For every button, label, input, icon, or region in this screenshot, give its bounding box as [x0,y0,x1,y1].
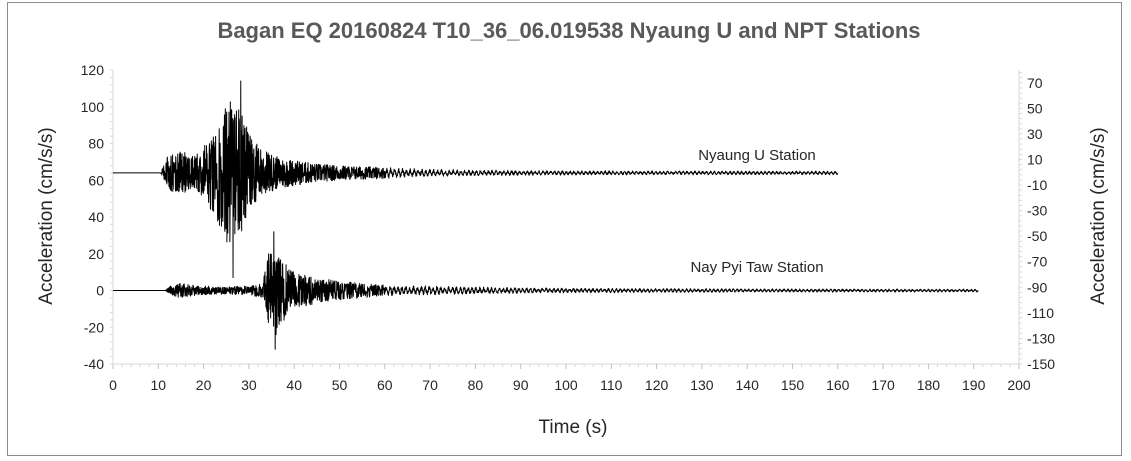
y-left-tick-label: 120 [81,62,105,78]
y-right-tick-label: -110 [1027,305,1054,321]
y-right-tick-label: -130 [1027,330,1055,346]
x-tick-label: 130 [690,377,714,393]
chart-border [7,2,1122,456]
y-left-tick-label: 60 [88,172,104,188]
x-tick-label: 160 [826,377,850,393]
y-right-tick-label: -50 [1027,228,1047,244]
series-label-nyaung-u: Nyaung U Station [698,147,816,164]
x-tick-label: 20 [196,377,212,393]
axes: 0 10 20 30 40 50 60 70 80 90 100 110 120 130 140 150 160… [81,62,1056,393]
x-tick-label: 10 [151,377,167,393]
x-tick-label: 40 [286,377,302,393]
x-tick-label: 100 [554,377,578,393]
x-axis-title: Time (s) [539,417,608,438]
series-layer [112,80,979,350]
y-left-tick-label: 80 [88,136,104,152]
x-tick-label: 200 [1007,377,1031,393]
y-left-tick-label: 20 [88,246,104,262]
x-tick-label: 90 [513,377,529,393]
y-right-tick-label: -30 [1027,203,1047,219]
y-left-tick-label: 40 [88,209,104,225]
y-right-tick-label: -10 [1027,177,1047,193]
y-right-tick-label: -150 [1027,356,1055,372]
x-tick-label: 140 [736,377,760,393]
y-right-tick-label: 70 [1027,75,1043,91]
series-label-nay-pyi-taw: Nay Pyi Taw Station [690,259,823,276]
y-left-tick-label: -20 [84,319,104,335]
x-tick-label: 50 [332,377,348,393]
y-left-tick-label: 0 [96,283,104,299]
x-tick-label: 70 [422,377,438,393]
y-right-tick-label: -90 [1027,279,1047,295]
x-tick-label: 150 [781,377,805,393]
series-nyaung-u-trace [112,80,839,279]
labels-layer: Time (s) Acceleration (cm/s/s) Accelerat… [36,127,1109,438]
y-axis-left-title: Acceleration (cm/s/s) [36,127,57,304]
y-right-tick-label: 50 [1027,100,1043,116]
x-tick-label: 0 [109,377,117,393]
x-tick-label: 180 [917,377,941,393]
y-left-tick-label: -40 [84,356,104,372]
y-left-tick-label: 100 [81,99,105,115]
x-tick-label: 30 [241,377,257,393]
x-tick-label: 190 [962,377,986,393]
x-tick-label: 60 [377,377,393,393]
y-right-tick-label: 30 [1027,126,1043,142]
y-right-tick-label: -70 [1027,254,1047,270]
y-right-tick-label: 10 [1027,151,1043,167]
chart-title: Bagan EQ 20160824 T10_36_06.019538 Nyaun… [217,18,920,43]
x-tick-label: 170 [871,377,895,393]
series-nay-pyi-taw-trace [112,231,979,350]
y-axis-right-title: Acceleration (cm/s/s) [1088,127,1109,304]
x-tick-label: 120 [645,377,669,393]
x-tick-label: 110 [600,377,623,393]
x-tick-label: 80 [468,377,484,393]
